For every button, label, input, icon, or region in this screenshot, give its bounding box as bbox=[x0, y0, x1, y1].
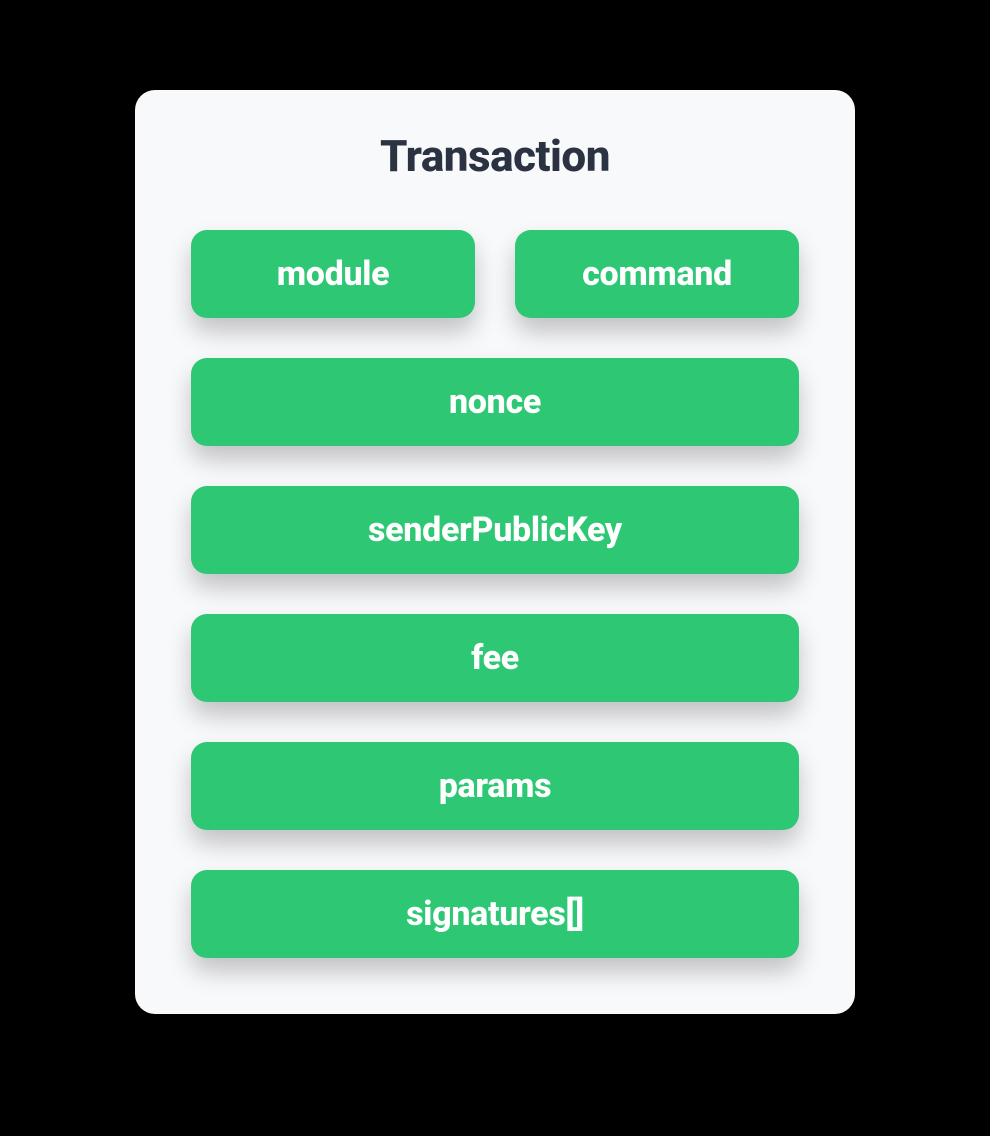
field-sender-public-key: senderPublicKey bbox=[191, 486, 799, 574]
field-signatures: signatures[] bbox=[191, 870, 799, 958]
field-fee: fee bbox=[191, 614, 799, 702]
field-module: module bbox=[191, 230, 475, 318]
transaction-card: Transaction module command nonce senderP… bbox=[135, 90, 855, 1014]
field-nonce: nonce bbox=[191, 358, 799, 446]
card-title: Transaction bbox=[183, 130, 807, 182]
top-row: module command bbox=[183, 230, 807, 318]
field-command: command bbox=[515, 230, 799, 318]
field-params: params bbox=[191, 742, 799, 830]
